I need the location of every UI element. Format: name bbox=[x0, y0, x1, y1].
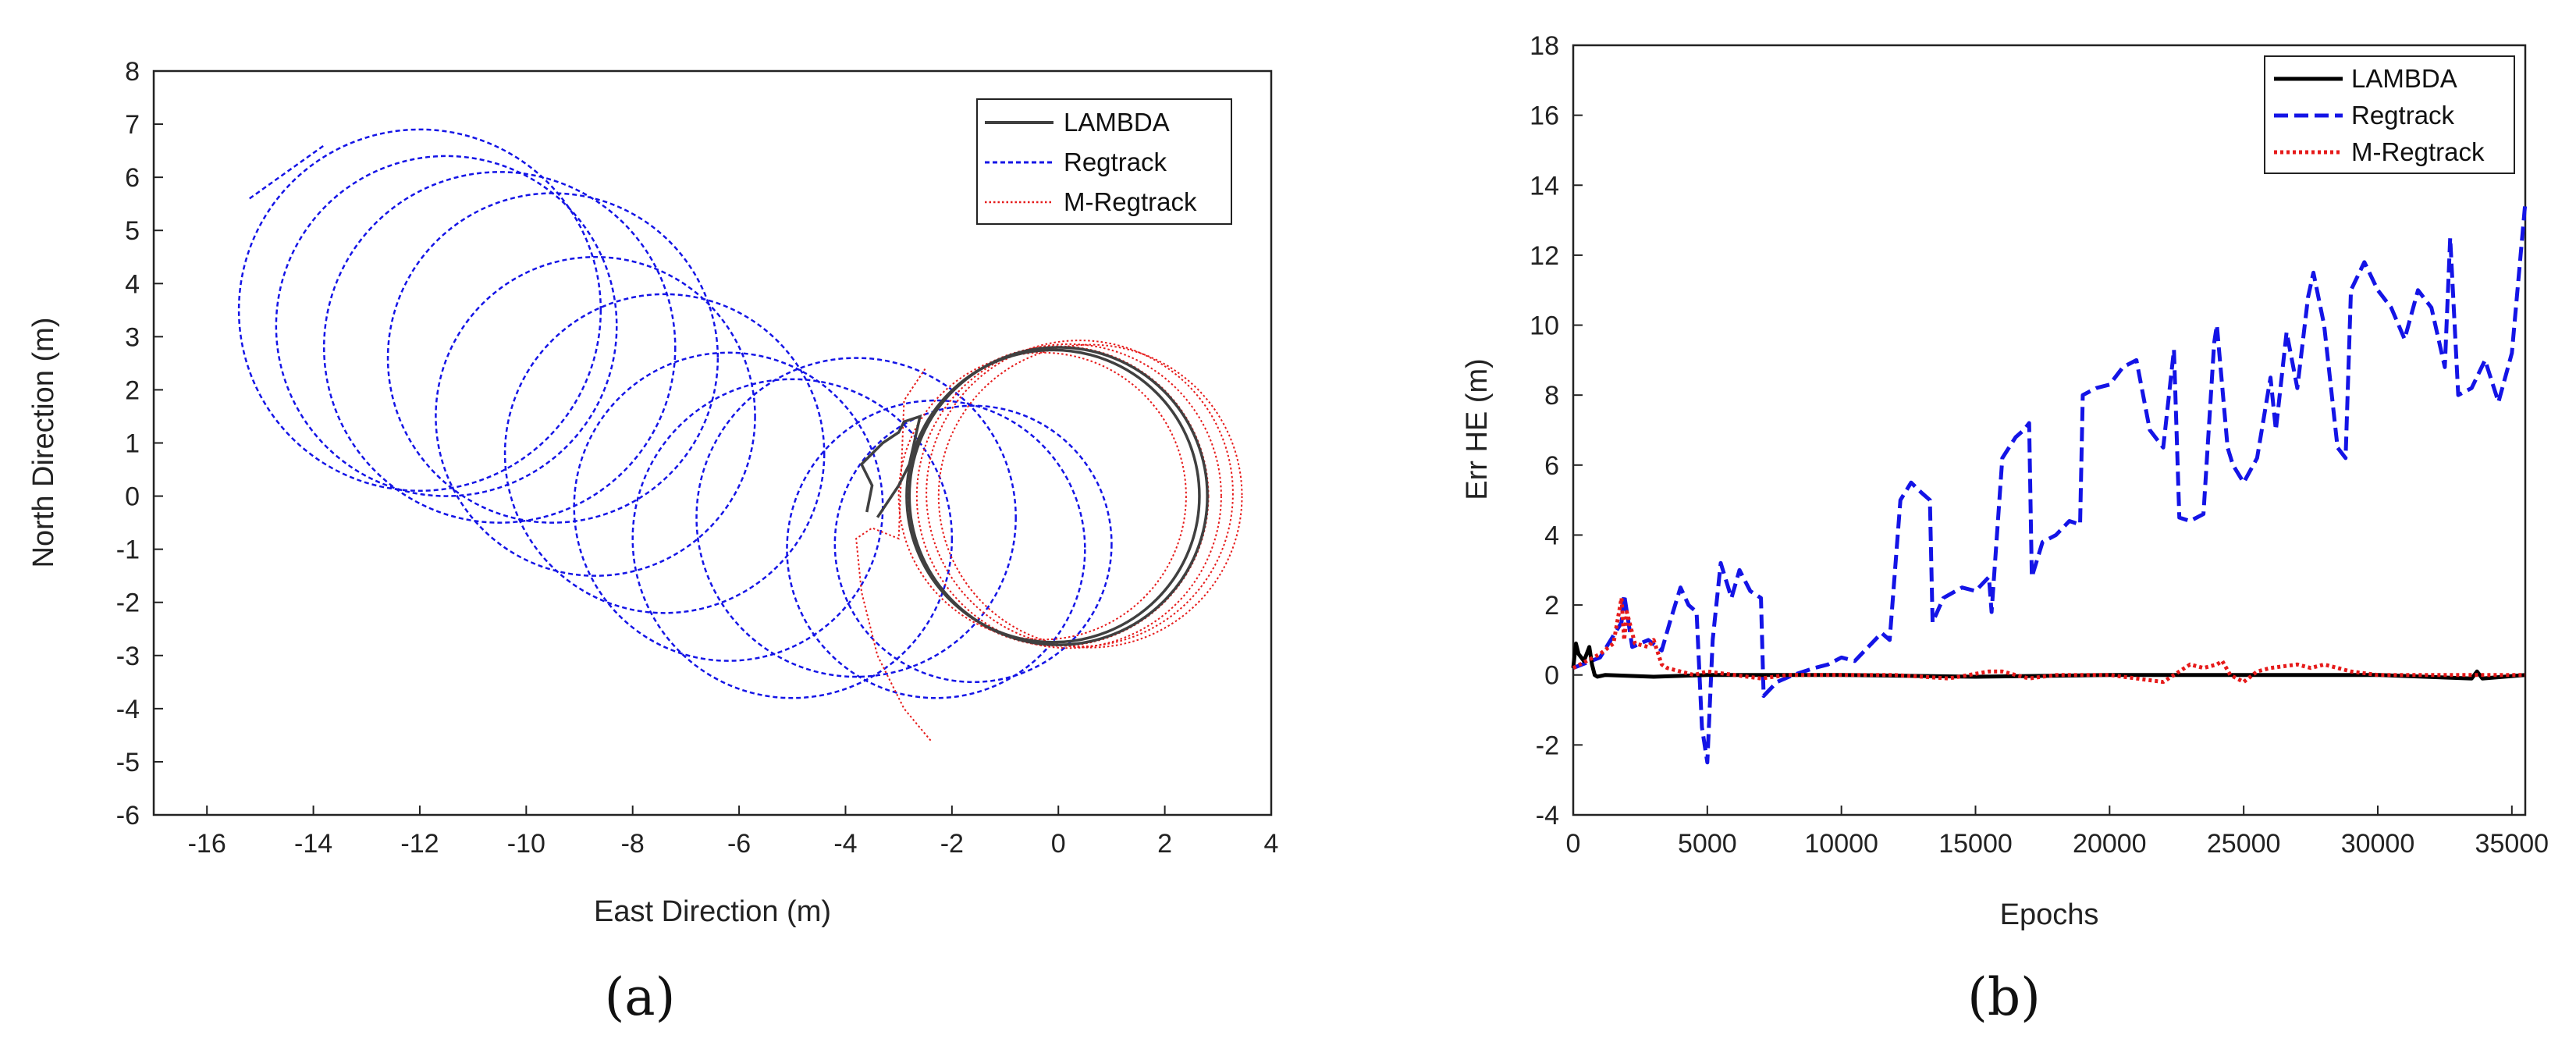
a-ytick-label: -5 bbox=[116, 748, 140, 777]
a-ytick-label: 5 bbox=[125, 216, 140, 246]
b-ytick-label: 10 bbox=[1530, 311, 1559, 341]
a-ytick-label: 7 bbox=[125, 110, 140, 140]
a-ytick-label: 6 bbox=[125, 163, 140, 193]
b-xtick-label: 5000 bbox=[1678, 829, 1737, 859]
a-trajectory-loop bbox=[833, 404, 1113, 684]
a-trajectory-loop bbox=[275, 155, 618, 497]
b-xtick-label: 30000 bbox=[2341, 829, 2415, 859]
b-xtick-label: 20000 bbox=[2073, 829, 2147, 859]
b-ytick-label: 18 bbox=[1530, 31, 1559, 61]
b-series-regtrack bbox=[1572, 202, 2528, 765]
panel-a-x-axis-label: East Direction (m) bbox=[594, 895, 831, 928]
b-series-lambda bbox=[1571, 641, 2526, 681]
a-trajectory-loop bbox=[786, 399, 1086, 699]
a-ytick-label: -2 bbox=[116, 589, 140, 618]
b-ytick-label: 4 bbox=[1544, 521, 1559, 550]
panel-a-chart: -16 -14 -12 -10 -8 -6 -4 -2 0 2 4-6-5-4-3-2-101234… bbox=[27, 57, 1278, 1027]
a-trajectory-loop bbox=[905, 348, 1201, 644]
b-xtick-label: 15000 bbox=[1938, 829, 2013, 859]
a-xtick-label: -8 bbox=[621, 829, 645, 859]
panel-b-ticks: 0 5000 10000 15000 20000 25000 30000 35000 -4 -2 0… bbox=[1530, 31, 2549, 859]
b-ytick-label: 16 bbox=[1530, 101, 1559, 131]
panel-a-series bbox=[237, 128, 1243, 742]
a-xtick-label: -4 bbox=[833, 829, 857, 859]
b-xtick-label: 10000 bbox=[1804, 829, 1878, 859]
a-ytick-label: -6 bbox=[116, 801, 140, 831]
a-xtick-label: 2 bbox=[1157, 829, 1172, 859]
a-series-regtrack bbox=[237, 128, 1113, 699]
a-trajectory-loop bbox=[435, 256, 756, 577]
legend-b-lambda-label: LAMBDA bbox=[2351, 64, 2457, 93]
a-series-lambda bbox=[859, 346, 1209, 646]
a-ytick-label: -4 bbox=[116, 695, 140, 724]
b-ytick-label: 0 bbox=[1544, 661, 1559, 691]
b-xtick-label: 25000 bbox=[2207, 829, 2281, 859]
a-trajectory-path bbox=[855, 368, 932, 742]
a-trajectory-loop bbox=[237, 128, 602, 493]
a-ytick-label: 3 bbox=[125, 322, 140, 352]
b-ytick-label: 8 bbox=[1544, 381, 1559, 411]
panel-b-x-axis-label: Epochs bbox=[2000, 898, 2099, 931]
legend-b-regtrack-label: Regtrack bbox=[2351, 101, 2455, 130]
panel-a-legend: LAMBDA Regtrack M-Regtrack bbox=[976, 98, 1232, 225]
a-xtick-label: -2 bbox=[940, 829, 964, 859]
panel-a-ticks: -16 -14 -12 -10 -8 -6 -4 -2 0 2 4-6-5-4-3-2-101234… bbox=[116, 57, 1279, 859]
a-xtick-label: 0 bbox=[1051, 829, 1066, 859]
a-trajectory-loop bbox=[915, 343, 1222, 649]
panel-b-chart: 0 5000 10000 15000 20000 25000 30000 35000 -4 -2 0… bbox=[1461, 31, 2549, 1027]
a-xtick-label: -12 bbox=[400, 829, 439, 859]
a-ytick-label: 2 bbox=[125, 375, 140, 405]
b-ytick-label: 14 bbox=[1530, 171, 1559, 201]
a-trajectory-loop bbox=[908, 346, 1209, 646]
b-ytick-label: 12 bbox=[1530, 241, 1559, 271]
a-xtick-label: -6 bbox=[727, 829, 751, 859]
panel-b-legend: LAMBDA Regtrack M-Regtrack bbox=[2264, 55, 2515, 174]
legend-a-regtrack-label: Regtrack bbox=[1064, 148, 1167, 176]
a-xtick-label: -14 bbox=[294, 829, 332, 859]
b-ytick-label: -2 bbox=[1536, 731, 1559, 760]
b-ytick-label: 6 bbox=[1544, 451, 1559, 481]
panel-b-series bbox=[1571, 202, 2528, 765]
a-trajectory-path bbox=[859, 414, 922, 518]
a-ytick-label: -3 bbox=[116, 642, 140, 671]
a-trajectory-loop bbox=[631, 378, 954, 699]
b-ytick-label: 2 bbox=[1544, 591, 1559, 621]
b-series-m-regtrack bbox=[1572, 596, 2525, 685]
a-trajectory-loop bbox=[322, 171, 677, 524]
b-xtick-label: 0 bbox=[1566, 829, 1581, 859]
a-xtick-label: -16 bbox=[188, 829, 226, 859]
a-trajectory-loop bbox=[386, 192, 720, 524]
legend-b-mregtrack-label: M-Regtrack bbox=[2351, 137, 2485, 166]
panel-b-plot-frame bbox=[1572, 44, 2527, 816]
a-trajectory-loop bbox=[926, 340, 1234, 648]
a-trajectory-start bbox=[249, 144, 325, 200]
a-ytick-label: 4 bbox=[125, 269, 140, 299]
a-xtick-label: 4 bbox=[1264, 829, 1279, 859]
b-xtick-label: 35000 bbox=[2475, 829, 2549, 859]
a-ytick-label: -1 bbox=[116, 535, 140, 565]
a-trajectory-loop bbox=[573, 351, 884, 662]
a-trajectory-loop bbox=[937, 343, 1243, 649]
legend-a-lambda-label: LAMBDA bbox=[1064, 108, 1170, 137]
a-ytick-label: 1 bbox=[125, 429, 140, 459]
legend-a-mregtrack-label: M-Regtrack bbox=[1064, 187, 1197, 216]
panel-b-y-axis-label: Err HE (m) bbox=[1461, 358, 1494, 500]
panel-a-y-axis-label: North Direction (m) bbox=[27, 318, 60, 568]
a-trajectory-loop bbox=[897, 351, 1187, 641]
a-ytick-label: 8 bbox=[125, 57, 140, 87]
a-xtick-label: -10 bbox=[507, 829, 545, 859]
panel-b-caption: (b) bbox=[1967, 967, 2041, 1027]
b-ytick-label: -4 bbox=[1536, 801, 1559, 831]
a-ytick-label: 0 bbox=[125, 482, 140, 512]
a-trajectory-loop bbox=[695, 357, 1017, 678]
panel-a-caption: (a) bbox=[605, 967, 676, 1027]
a-trajectory-loop bbox=[503, 293, 826, 614]
